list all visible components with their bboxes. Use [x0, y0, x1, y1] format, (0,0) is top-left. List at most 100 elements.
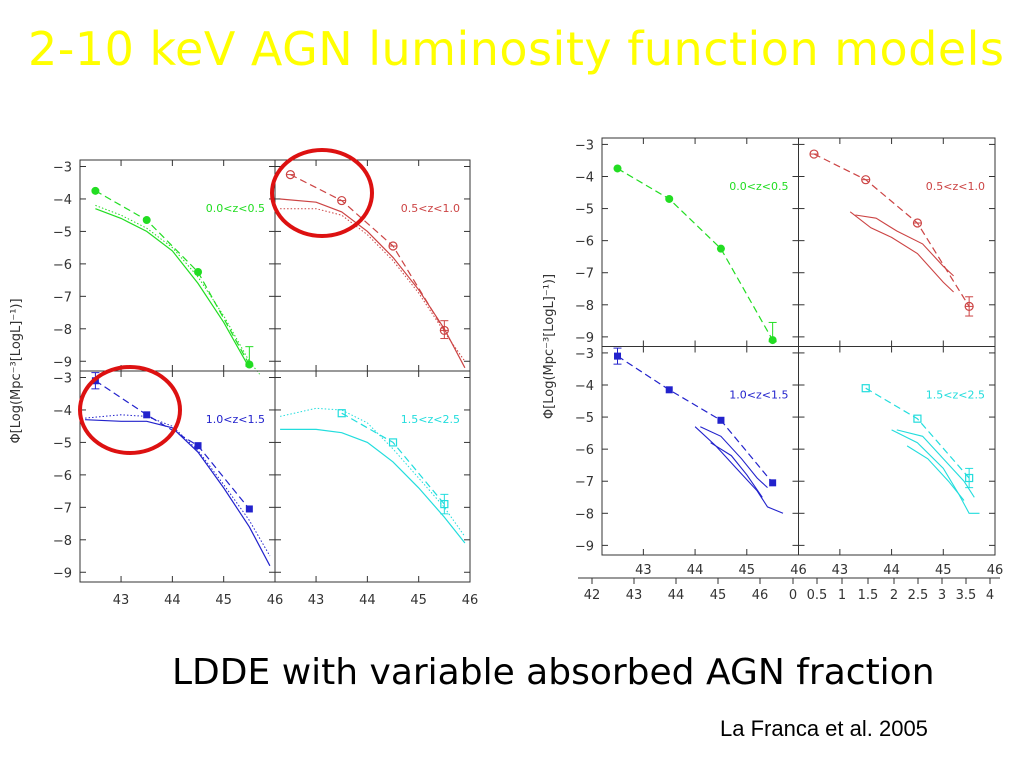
citation: La Franca et al. 2005 — [720, 716, 928, 741]
panel-green: −3 −4 −5 −6 −7 −8 −9 0.0<z<0.5 — [575, 137, 799, 347]
data-point — [965, 473, 974, 483]
data-point — [245, 360, 254, 369]
panel-frame — [798, 137, 996, 347]
model-solid-line — [280, 428, 466, 544]
x-tick-label: 43 — [308, 593, 325, 608]
bottom-scale-label: 42 — [584, 588, 601, 603]
x-tick-label: 46 — [462, 593, 479, 608]
y-tick-label: −8 — [575, 507, 594, 522]
bottom-scale-label: 1 — [838, 588, 846, 603]
bottom-scale-label: 43 — [626, 588, 643, 603]
model-dotted-line — [280, 208, 466, 362]
x-tick-label: 46 — [267, 593, 284, 608]
bottom-scale-label: 46 — [752, 588, 769, 603]
y-tick-label: −3 — [575, 347, 594, 362]
figure-2: −3 −4 −5 −6 −7 −8 −9 0.0<z<0.5 0.5<z<1.0 −3 −4 −5 −6… — [542, 137, 1004, 578]
y-axis-label: Φ[Log(Mpc⁻³[LogL]⁻¹)] — [542, 274, 557, 419]
data-dashed-line — [341, 412, 445, 505]
y-tick-label: −6 — [53, 469, 72, 484]
bottom-scale-label: 2.5 — [908, 588, 929, 603]
y-tick-label: −5 — [53, 436, 72, 451]
data-point — [768, 336, 777, 345]
x-tick-label: 44 — [687, 563, 704, 578]
panel-cyan: 43 44 45 46 1.5<z<2.5 — [274, 370, 479, 608]
model-line — [896, 429, 975, 498]
y-tick-label: −9 — [53, 355, 72, 370]
data-point — [143, 411, 151, 419]
y-tick-label: −9 — [53, 566, 72, 581]
panel-frame — [274, 370, 471, 583]
panel-green: −3 −4 −5 −6 −7 −8 −9 0.0<z<0.5 — [53, 159, 276, 375]
x-tick-label: 45 — [935, 563, 952, 578]
x-tick-label: 44 — [883, 563, 900, 578]
slide-subtitle: LDDE with variable absorbed AGN fraction — [172, 652, 935, 693]
data-point — [665, 386, 673, 394]
bottom-scale-label: 4 — [986, 588, 994, 603]
model-line — [849, 211, 954, 293]
data-dashed-line — [813, 153, 970, 307]
y-tick-label: −7 — [575, 475, 594, 490]
data-point — [717, 416, 725, 424]
panel-label: 0.0<z<0.5 — [729, 180, 788, 193]
bottom-scale-label: 3.5 — [956, 588, 977, 603]
model-dotted-line — [95, 204, 260, 375]
data-point — [440, 499, 449, 509]
highlight-circle-red-panel — [270, 148, 374, 238]
panel-label: 0.5<z<1.0 — [401, 202, 460, 215]
data-point — [91, 186, 100, 195]
panel-label: 1.5<z<2.5 — [401, 413, 460, 426]
panel-label: 1.5<z<2.5 — [926, 389, 985, 402]
data-point — [716, 244, 725, 253]
bottom-scale-label: 0.5 — [807, 588, 828, 603]
x-tick-label: 45 — [215, 593, 232, 608]
model-line — [891, 429, 980, 514]
panel-label: 1.0<z<1.5 — [729, 389, 788, 402]
y-tick-label: −8 — [53, 534, 72, 549]
data-dashed-line — [617, 167, 774, 341]
data-dashed-line — [617, 355, 774, 484]
bottom-scale-label: 1.5 — [858, 588, 879, 603]
y-tick-label: −5 — [53, 225, 72, 240]
x-tick-label: 45 — [410, 593, 427, 608]
y-tick-label: −6 — [53, 258, 72, 273]
bottom-scale-label: 2 — [890, 588, 898, 603]
x-tick-label: 46 — [987, 563, 1004, 578]
data-point — [388, 438, 398, 447]
data-point — [245, 505, 253, 513]
data-dashed-line — [95, 380, 250, 510]
bottom-scale-label: 0 — [789, 588, 797, 603]
y-tick-label: −8 — [53, 323, 72, 338]
data-point — [913, 414, 922, 423]
x-tick-label: 45 — [739, 563, 756, 578]
data-point — [613, 164, 622, 173]
y-tick-label: −7 — [575, 267, 594, 282]
data-dashed-line — [865, 387, 970, 479]
slide-title: 2-10 keV AGN luminosity function models — [28, 22, 1005, 76]
panel-label: 0.0<z<0.5 — [206, 202, 265, 215]
y-tick-label: −7 — [53, 501, 72, 516]
model-line — [700, 426, 768, 489]
panel-frame — [79, 159, 276, 372]
highlight-circle-blue-panel — [78, 365, 182, 455]
y-tick-label: −7 — [53, 290, 72, 305]
model-line — [906, 445, 965, 501]
y-tick-label: −3 — [53, 371, 72, 386]
data-point — [861, 384, 870, 393]
data-point — [142, 216, 151, 225]
bottom-scale-label: 3 — [938, 588, 946, 603]
panel-label: 0.5<z<1.0 — [926, 180, 985, 193]
panel-red: 0.5<z<1.0 — [798, 137, 996, 347]
data-dashed-line — [290, 174, 445, 331]
y-tick-label: −4 — [575, 170, 594, 185]
data-point — [614, 352, 622, 360]
panel-blue: −3 −4 −5 −6 −7 −8 −9 43 44 45 46 1.0<z<1.5 — [575, 346, 807, 578]
model-dotted-line — [279, 407, 466, 537]
panel-frame — [601, 346, 799, 556]
model-solid-line — [280, 198, 466, 369]
y-tick-label: −8 — [575, 299, 594, 314]
y-tick-label: −6 — [575, 443, 594, 458]
y-tick-label: −4 — [53, 404, 72, 419]
data-point — [194, 267, 203, 276]
panel-frame — [798, 346, 996, 556]
